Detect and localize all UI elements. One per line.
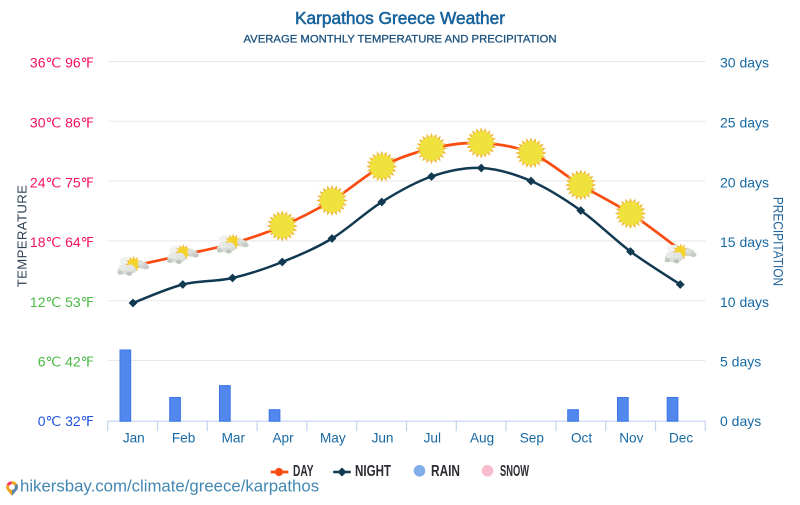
svg-text:May: May bbox=[320, 430, 346, 445]
svg-text:Jan: Jan bbox=[123, 430, 145, 445]
svg-text:24℃ 75℉: 24℃ 75℉ bbox=[30, 174, 94, 190]
svg-text:5 days: 5 days bbox=[720, 354, 761, 370]
svg-text:15 days: 15 days bbox=[720, 234, 769, 250]
svg-text:Aug: Aug bbox=[470, 430, 494, 445]
svg-text:Mar: Mar bbox=[222, 430, 246, 445]
svg-text:NIGHT: NIGHT bbox=[355, 463, 391, 480]
svg-text:Sep: Sep bbox=[520, 430, 544, 445]
svg-text:Dec: Dec bbox=[669, 430, 693, 445]
svg-text:Nov: Nov bbox=[619, 430, 643, 445]
svg-text:hikersbay.com/climate/greece/k: hikersbay.com/climate/greece/karpathos bbox=[20, 476, 319, 495]
svg-text:SNOW: SNOW bbox=[500, 463, 529, 480]
svg-text:Jun: Jun bbox=[372, 430, 394, 445]
svg-text:Jul: Jul bbox=[424, 430, 441, 445]
svg-text:TEMPERATURE: TEMPERATURE bbox=[14, 185, 29, 288]
svg-text:AVERAGE MONTHLY TEMPERATURE AN: AVERAGE MONTHLY TEMPERATURE AND PRECIPIT… bbox=[243, 34, 556, 46]
svg-text:PRECIPITATION: PRECIPITATION bbox=[770, 197, 786, 286]
svg-text:6℃ 42℉: 6℃ 42℉ bbox=[38, 354, 94, 370]
svg-text:Feb: Feb bbox=[172, 430, 195, 445]
svg-text:18℃ 64℉: 18℃ 64℉ bbox=[30, 234, 94, 250]
svg-text:10 days: 10 days bbox=[720, 294, 769, 310]
svg-text:36℃ 96℉: 36℃ 96℉ bbox=[30, 55, 94, 71]
svg-text:Apr: Apr bbox=[272, 430, 294, 445]
svg-text:DAY: DAY bbox=[293, 463, 314, 480]
svg-text:RAIN: RAIN bbox=[431, 463, 460, 480]
svg-text:0 days: 0 days bbox=[720, 413, 761, 429]
svg-text:Karpathos Greece Weather: Karpathos Greece Weather bbox=[295, 8, 505, 28]
svg-text:30℃ 86℉: 30℃ 86℉ bbox=[30, 115, 94, 131]
svg-text:12℃ 53℉: 12℃ 53℉ bbox=[30, 294, 94, 310]
svg-text:Oct: Oct bbox=[571, 430, 592, 445]
svg-text:30 days: 30 days bbox=[720, 55, 769, 71]
svg-text:0℃ 32℉: 0℃ 32℉ bbox=[38, 413, 94, 429]
svg-text:25 days: 25 days bbox=[720, 115, 769, 131]
svg-text:20 days: 20 days bbox=[720, 174, 769, 190]
